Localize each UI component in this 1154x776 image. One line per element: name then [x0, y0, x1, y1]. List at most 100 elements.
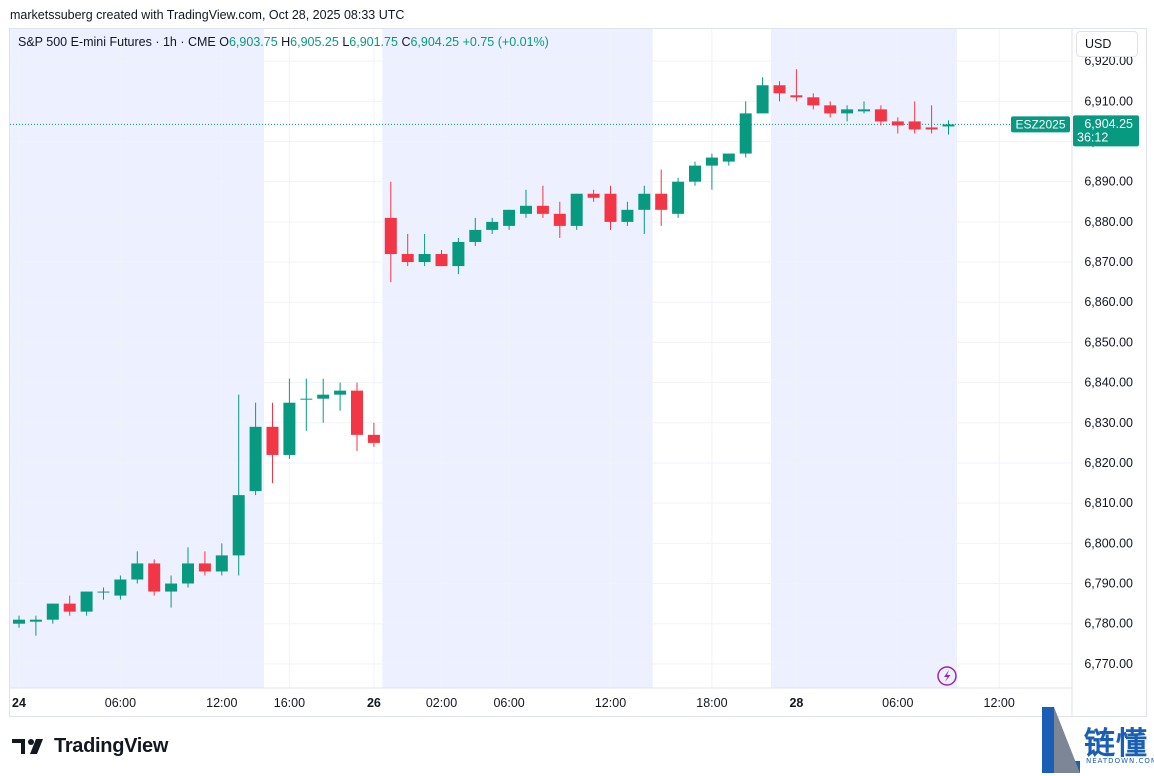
candle [249, 402, 262, 496]
candle [198, 551, 211, 576]
candle-body [604, 193, 617, 222]
time-tick-label: 06:00 [882, 696, 913, 710]
candle [80, 591, 93, 616]
candle-body [401, 254, 414, 263]
candle-body [841, 109, 854, 114]
candle-body [469, 229, 482, 242]
candle-body [672, 181, 685, 214]
ohlc-legend: S&P 500 E-mini Futures · 1h · CME O6,903… [18, 35, 549, 49]
price-tick-label: 6,810.00 [1084, 496, 1133, 510]
legend-symbol[interactable]: S&P 500 E-mini Futures · 1h · CME [18, 35, 216, 49]
candle-body [520, 205, 532, 214]
bolt-icon[interactable] [937, 666, 957, 686]
candle-body [182, 563, 194, 584]
candle-body [300, 398, 313, 400]
candle [874, 105, 887, 126]
candle [739, 101, 752, 158]
candle-body [790, 95, 803, 98]
tradingview-mark-icon [12, 739, 43, 754]
legend-close-value: 6,904.25 [410, 35, 460, 49]
candle [334, 382, 347, 411]
candle [148, 559, 161, 596]
candle-body [148, 563, 161, 592]
candle [283, 378, 296, 459]
candle-body [722, 153, 735, 162]
time-tick-label: 26 [367, 696, 381, 710]
tradingview-logo[interactable]: TradingView [12, 735, 168, 757]
candle [469, 217, 482, 246]
candle [908, 101, 921, 134]
candle [536, 185, 549, 218]
candle [114, 575, 127, 600]
candle-body [283, 402, 296, 455]
candle [215, 543, 228, 576]
candle [604, 185, 617, 230]
watermark-text: 链懂 [1084, 726, 1148, 762]
legend-open-value: 6,903.75 [228, 35, 278, 49]
time-axis: 24 06:00 12:00 16:00 26 02:00 06:00 12:00 18:00 2… [10, 687, 1072, 710]
time-tick-label: 02:00 [426, 696, 457, 710]
candle [756, 77, 769, 114]
candle [503, 209, 516, 230]
candle-body [29, 619, 42, 622]
candle-body [249, 426, 262, 492]
candle-body [452, 241, 465, 267]
candle [672, 177, 685, 218]
candle [655, 169, 668, 226]
candle-body [570, 193, 583, 226]
candle-body [198, 563, 211, 572]
time-tick-label: 12:00 [984, 696, 1015, 710]
session-band [382, 29, 653, 688]
candle [841, 105, 854, 122]
candle [587, 189, 600, 202]
bar-countdown-label: 36:12 [1077, 130, 1108, 144]
candle [824, 101, 837, 118]
candle [722, 153, 735, 166]
candle [689, 161, 701, 186]
price-tick-label: 6,870.00 [1084, 255, 1133, 269]
candle [384, 181, 397, 283]
candle-body [756, 85, 769, 114]
candle-body [908, 121, 921, 130]
candle-body [80, 591, 93, 612]
candle [925, 105, 938, 134]
legend-change: +0.75 (+0.01%) [462, 35, 549, 49]
candle-body [131, 563, 144, 580]
chart-frame [9, 28, 1147, 717]
session-band [771, 29, 957, 688]
tradingview-wordmark: TradingView [54, 734, 169, 757]
watermark-logo-icon [1042, 707, 1080, 773]
candle-body [773, 85, 786, 94]
candles [13, 69, 955, 636]
candle-body [638, 193, 651, 210]
candle-body [536, 205, 549, 214]
candle-body [891, 121, 904, 126]
time-tick-label: 18:00 [696, 696, 727, 710]
price-tick-label: 6,920.00 [1084, 54, 1133, 68]
candle [790, 69, 803, 102]
candle-body [858, 109, 870, 112]
legend-low-value: 6,901.75 [349, 35, 398, 49]
candle [266, 402, 279, 484]
price-tick-label: 6,850.00 [1084, 335, 1133, 349]
candle [300, 378, 313, 431]
last-price-label: 6,904.25 [1084, 117, 1133, 131]
candle [182, 547, 194, 588]
currency-button[interactable]: USD [1076, 31, 1138, 57]
candle-body [384, 217, 397, 255]
price-tick-label: 6,910.00 [1084, 94, 1133, 108]
candle [807, 93, 820, 110]
legend-low-key: L [342, 35, 350, 49]
legend-high-value: 6,905.25 [290, 35, 339, 49]
candle-body [655, 193, 668, 210]
session-band [10, 29, 265, 688]
candle [165, 575, 178, 608]
candle [232, 394, 245, 576]
candle [773, 81, 786, 102]
last-price-tag-bg [1073, 115, 1139, 147]
candle [367, 422, 380, 447]
candle-body [621, 209, 634, 222]
price-tick-label: 6,890.00 [1084, 175, 1133, 189]
candle [520, 189, 532, 218]
